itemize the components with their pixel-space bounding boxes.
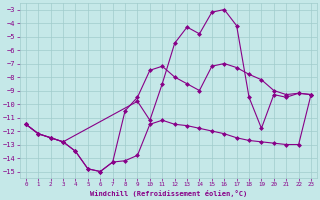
X-axis label: Windchill (Refroidissement éolien,°C): Windchill (Refroidissement éolien,°C)	[90, 190, 247, 197]
